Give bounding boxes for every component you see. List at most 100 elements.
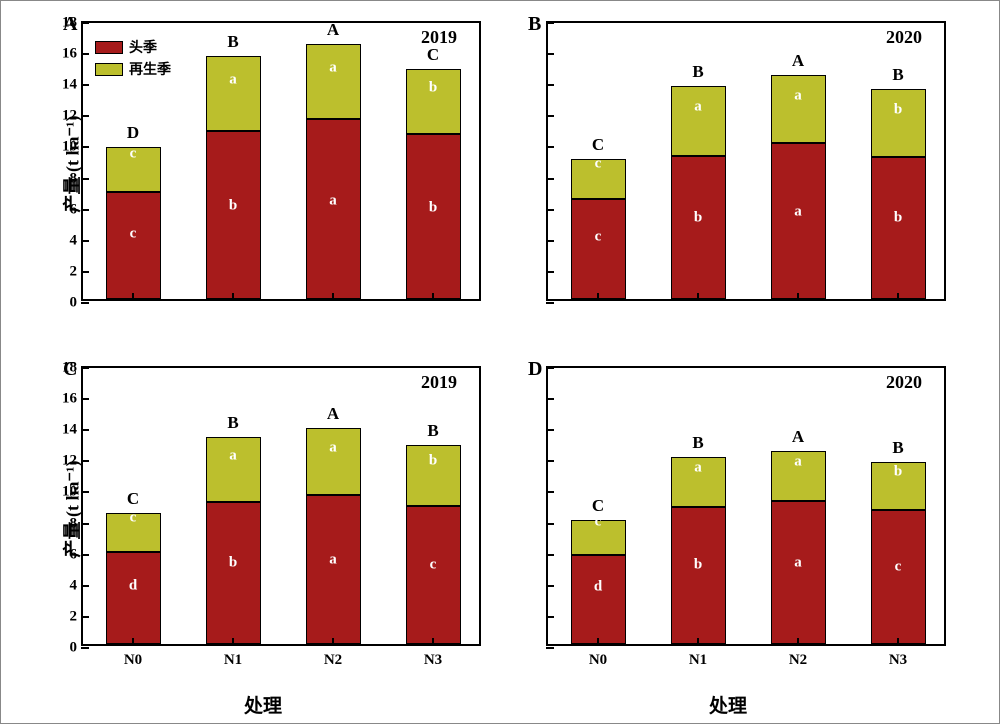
bar-segment-series2 [771, 75, 826, 143]
bar-segment-series1 [671, 507, 726, 644]
bar-segment-series2 [406, 445, 461, 506]
x-tick-mark [897, 638, 899, 646]
bar-segment-series1 [571, 555, 626, 644]
total-label: C [592, 496, 604, 516]
y-tick-mark [546, 647, 554, 649]
x-tick-label: N1 [224, 652, 242, 669]
y-axis-title: 产量 (t ha⁻¹) [58, 461, 84, 558]
y-tick-label: 4 [70, 232, 78, 249]
legend-label: 再生季 [129, 59, 171, 79]
x-tick-mark [132, 638, 134, 646]
legend-item: 头季 [95, 37, 171, 57]
x-tick-mark [432, 293, 434, 301]
bar-segment-series2 [306, 428, 361, 495]
bar-segment-series2 [871, 89, 926, 157]
y-tick-mark [81, 616, 89, 618]
y-tick-mark [546, 585, 554, 587]
y-tick-mark [546, 84, 554, 86]
bar-segment-series1 [871, 157, 926, 299]
bar-segment-series1 [871, 510, 926, 644]
bar-segment-series1 [771, 143, 826, 299]
panel-letter: A [63, 13, 77, 36]
y-axis-title: 产量 (t ha⁻¹) [58, 116, 84, 213]
x-tick-mark [232, 293, 234, 301]
y-tick-label: 0 [70, 295, 78, 312]
y-tick-mark [546, 146, 554, 148]
bar-segment-series1 [306, 495, 361, 644]
x-tick-mark [432, 638, 434, 646]
legend-swatch [95, 63, 123, 76]
year-label: 2019 [421, 27, 457, 48]
x-tick-mark [332, 293, 334, 301]
y-tick-mark [81, 271, 89, 273]
legend-swatch [95, 41, 123, 54]
bar-segment-series1 [671, 156, 726, 299]
total-label: A [327, 404, 339, 424]
legend: 头季再生季 [95, 37, 171, 81]
plot-panel-D: dcCN0baBN1aaAN2cbBN3 [546, 366, 946, 646]
total-label: B [892, 65, 903, 85]
x-tick-mark [232, 638, 234, 646]
total-label: A [792, 51, 804, 71]
bar-segment-series2 [206, 56, 261, 131]
plot-panel-B: ccCbaBaaAbbB [546, 21, 946, 301]
x-tick-mark [597, 293, 599, 301]
y-tick-mark [81, 398, 89, 400]
bar-segment-series2 [671, 457, 726, 507]
y-tick-label: 2 [70, 608, 78, 625]
total-label: C [592, 135, 604, 155]
y-tick-mark [546, 209, 554, 211]
legend-label: 头季 [129, 37, 157, 57]
x-tick-mark [332, 638, 334, 646]
x-tick-mark [597, 638, 599, 646]
year-label: 2019 [421, 372, 457, 393]
y-tick-mark [546, 523, 554, 525]
bar-segment-series2 [106, 147, 161, 192]
y-tick-label: 16 [62, 391, 77, 408]
y-tick-mark [546, 367, 554, 369]
panel-letter: B [528, 13, 541, 36]
x-tick-label: N3 [889, 652, 907, 669]
bar-segment-series2 [206, 437, 261, 502]
y-tick-mark [546, 460, 554, 462]
y-tick-mark [546, 115, 554, 117]
total-label: B [427, 421, 438, 441]
total-label: A [327, 20, 339, 40]
bar-segment-series1 [406, 506, 461, 644]
panel-letter: D [528, 358, 542, 381]
x-tick-label: N0 [124, 652, 142, 669]
total-label: B [692, 62, 703, 82]
x-tick-label: N2 [789, 652, 807, 669]
x-tick-label: N3 [424, 652, 442, 669]
x-tick-label: N1 [689, 652, 707, 669]
bar-segment-series1 [206, 502, 261, 644]
x-tick-label: N2 [324, 652, 342, 669]
y-tick-mark [546, 240, 554, 242]
total-label: A [792, 427, 804, 447]
figure-root: 024681012141618ccDbaBaaAbbC2019A头季再生季ccC… [0, 0, 1000, 724]
y-tick-mark [546, 616, 554, 618]
y-tick-mark [81, 367, 89, 369]
panel-letter: C [63, 358, 77, 381]
bar-segment-series1 [106, 552, 161, 644]
y-tick-mark [546, 178, 554, 180]
y-tick-mark [546, 429, 554, 431]
x-axis-title: 处理 [244, 691, 282, 718]
y-tick-mark [81, 240, 89, 242]
x-axis-title: 处理 [709, 691, 747, 718]
y-tick-mark [81, 22, 89, 24]
y-tick-label: 16 [62, 46, 77, 63]
y-tick-mark [546, 22, 554, 24]
bar-segment-series1 [106, 192, 161, 299]
y-tick-mark [81, 53, 89, 55]
bar-segment-series1 [206, 131, 261, 299]
total-label: B [227, 32, 238, 52]
y-tick-mark [546, 53, 554, 55]
y-tick-mark [81, 302, 89, 304]
total-label: C [127, 489, 139, 509]
total-label: B [892, 438, 903, 458]
y-tick-label: 14 [62, 77, 77, 94]
bar-segment-series2 [671, 86, 726, 156]
bar-segment-series2 [571, 159, 626, 199]
x-tick-mark [697, 293, 699, 301]
